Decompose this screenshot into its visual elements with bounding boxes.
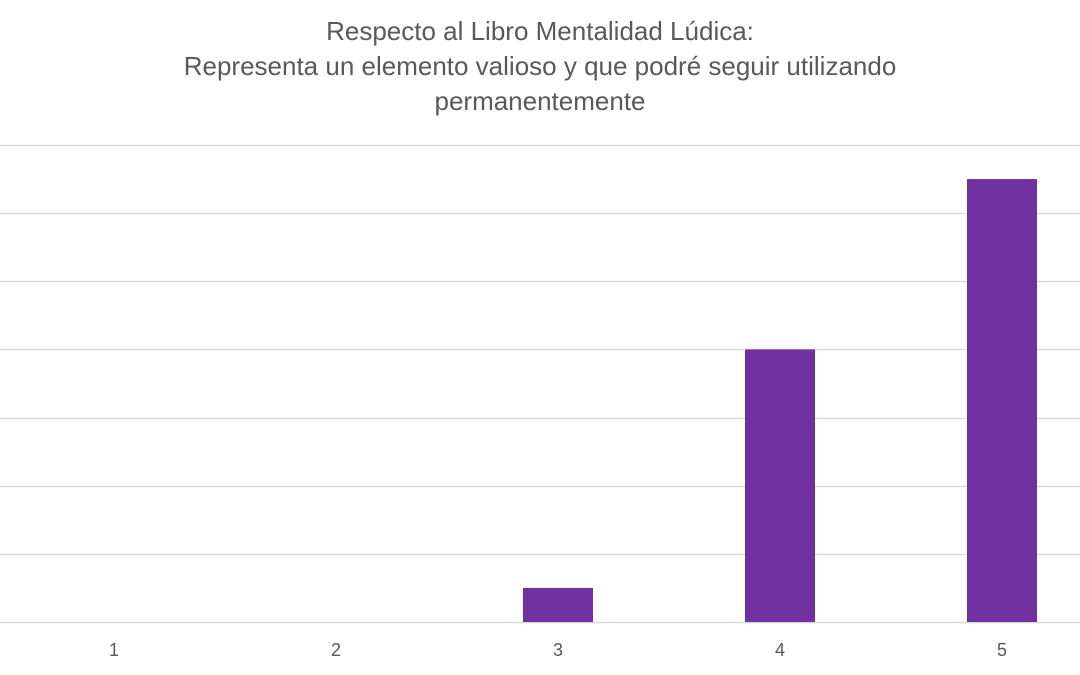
bar-5 [967, 179, 1037, 623]
chart-title-line-3: permanentemente [434, 86, 646, 116]
chart-title-line-2: Representa un elemento valioso y que pod… [183, 51, 897, 81]
x-tick-label-2: 2 [331, 640, 341, 660]
bar-3 [523, 587, 593, 622]
x-axis-tick-labels: 1 2 3 4 5 [109, 640, 1007, 660]
x-tick-label-4: 4 [775, 640, 785, 660]
x-tick-label-3: 3 [553, 640, 563, 660]
gridlines [0, 144, 1080, 624]
x-tick-label-1: 1 [109, 640, 119, 660]
chart-title-line-1: Respecto al Libro Mentalidad Lúdica: [326, 16, 754, 46]
bar-4 [745, 349, 815, 622]
chart-title: Respecto al Libro Mentalidad Lúdica: Rep… [0, 14, 1080, 119]
x-tick-label-5: 5 [997, 640, 1007, 660]
bars [523, 179, 1037, 623]
